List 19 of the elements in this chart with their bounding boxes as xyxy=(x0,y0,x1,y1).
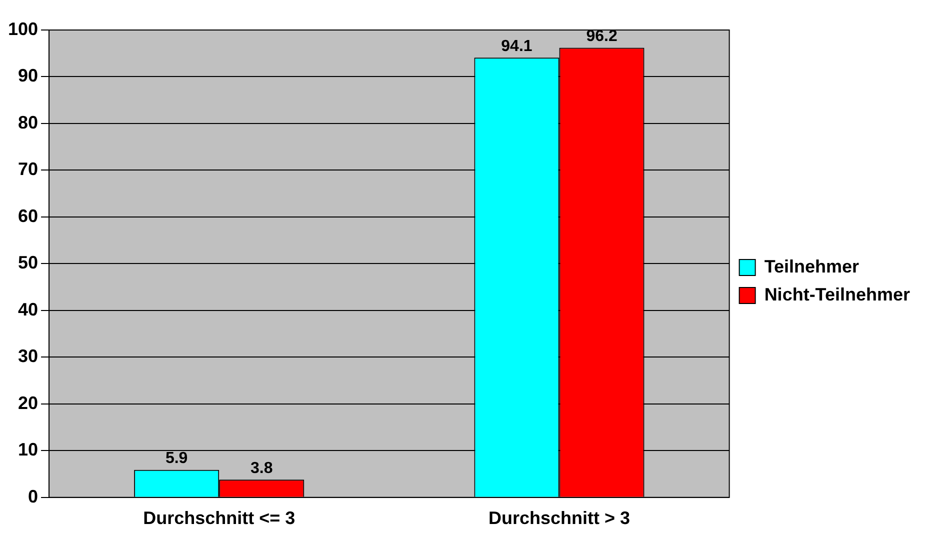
y-tick-label: 90 xyxy=(18,66,38,86)
y-tick-label: 50 xyxy=(18,252,38,273)
data-label: 5.9 xyxy=(165,450,188,468)
y-tick-label: 10 xyxy=(18,440,38,460)
y-tick-label: 70 xyxy=(18,159,38,180)
legend-label: Nicht-Teilnehmer xyxy=(764,284,910,304)
y-tick-label: 100 xyxy=(8,18,38,39)
y-tick-label: 60 xyxy=(18,206,38,226)
y-tick-label: 0 xyxy=(28,486,38,506)
data-label: 3.8 xyxy=(250,460,273,478)
data-label: 94.1 xyxy=(501,38,532,55)
x-tick-label: Durchschnitt > 3 xyxy=(488,508,630,528)
legend-label: Teilnehmer xyxy=(764,256,860,276)
x-tick-label: Durchschnitt <= 3 xyxy=(143,508,296,528)
data-label: 96.2 xyxy=(586,28,618,46)
y-tick-label: 30 xyxy=(18,346,38,366)
y-tick-label: 40 xyxy=(18,299,38,320)
y-tick-label: 20 xyxy=(18,392,38,413)
y-tick-label: 80 xyxy=(18,112,38,132)
